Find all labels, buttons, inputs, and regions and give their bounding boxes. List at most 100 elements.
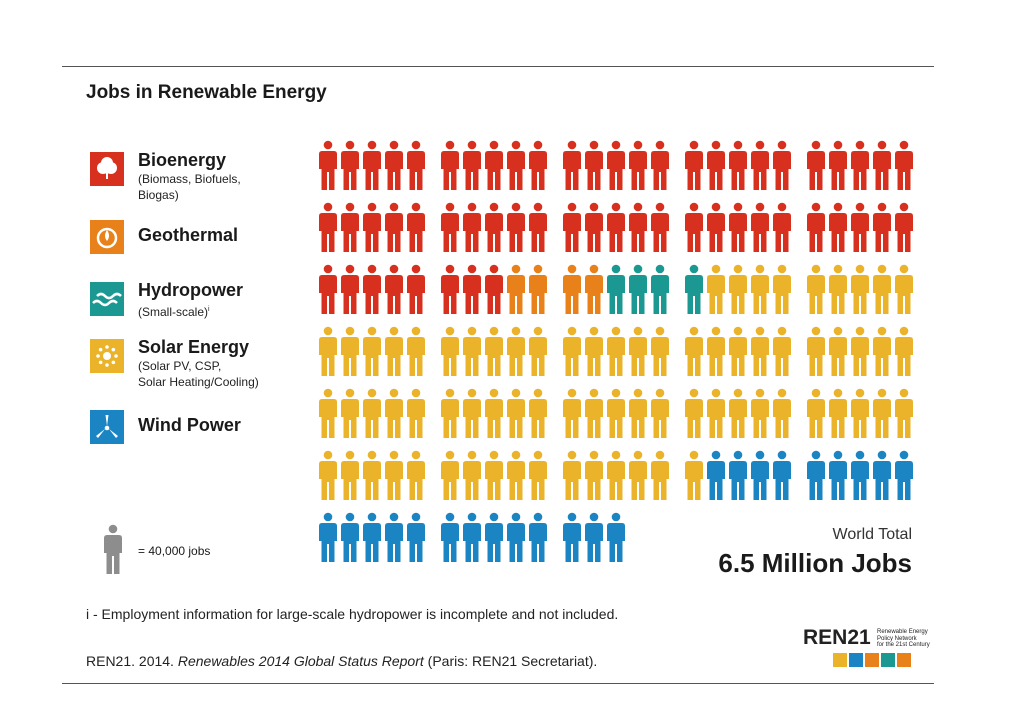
- person-icon: [341, 450, 359, 500]
- person-icon: [629, 326, 647, 376]
- person-icon: [341, 202, 359, 252]
- person-icon: [873, 264, 891, 314]
- person-icon: [651, 388, 669, 438]
- top-rule: [62, 66, 934, 67]
- person-icon: [529, 388, 547, 438]
- person-icon: [651, 326, 669, 376]
- person-icon: [407, 202, 425, 252]
- logo-tagline-line: Renewable Energy: [877, 629, 928, 635]
- person-icon: [895, 450, 913, 500]
- person-icon: [607, 326, 625, 376]
- person-icon: [485, 202, 503, 252]
- person-icon: [607, 264, 625, 314]
- citation-pre: REN21. 2014.: [86, 653, 178, 669]
- person-icon: [529, 326, 547, 376]
- person-icon: [807, 264, 825, 314]
- logo-square: [849, 653, 863, 667]
- person-icon: [507, 202, 525, 252]
- person-icon: [563, 326, 581, 376]
- legend-label: Geothermal: [138, 225, 239, 245]
- person-icon: [463, 140, 481, 190]
- person-icon: [529, 140, 547, 190]
- person-icon: [773, 388, 791, 438]
- person-icon: [529, 450, 547, 500]
- turbine-icon: [90, 410, 124, 444]
- person-icon: [651, 264, 669, 314]
- person-icon: [685, 388, 703, 438]
- person-icon: [651, 140, 669, 190]
- person-icon: [441, 512, 459, 562]
- person-icon: [829, 326, 847, 376]
- person-icon: [851, 326, 869, 376]
- person-icon: [407, 512, 425, 562]
- person-icon: [729, 140, 747, 190]
- person-icon: [485, 388, 503, 438]
- person-icon: [585, 202, 603, 252]
- logo-tagline-line: Policy Network: [877, 635, 917, 642]
- person-icon: [441, 450, 459, 500]
- person-icon: [319, 326, 337, 376]
- person-icon: [319, 512, 337, 562]
- logo-color-squares: [833, 653, 913, 672]
- person-icon: [607, 512, 625, 562]
- person-icon: [463, 264, 481, 314]
- person-icon: [851, 140, 869, 190]
- person-icon: [563, 202, 581, 252]
- person-icon: [773, 202, 791, 252]
- unit-label: = 40,000 jobs: [138, 544, 211, 558]
- person-icon: [685, 140, 703, 190]
- person-icon: [707, 450, 725, 500]
- person-icon: [751, 326, 769, 376]
- person-icon: [585, 140, 603, 190]
- person-icon: [585, 388, 603, 438]
- legend-sublabel: (Biomass, Biofuels,: [138, 172, 241, 186]
- person-icon: [463, 388, 481, 438]
- person-icon: [685, 450, 703, 500]
- person-icon: [751, 140, 769, 190]
- logo-square: [865, 653, 879, 667]
- legend-sublabel: (Solar PV, CSP,: [138, 359, 222, 373]
- person-icon: [685, 264, 703, 314]
- person-icon: [851, 264, 869, 314]
- person-icon: [507, 512, 525, 562]
- person-icon: [363, 512, 381, 562]
- person-icon: [385, 388, 403, 438]
- person-icon: [651, 202, 669, 252]
- person-icon: [873, 450, 891, 500]
- person-icon: [707, 264, 725, 314]
- person-icon: [629, 264, 647, 314]
- person-icon: [485, 326, 503, 376]
- legend-label: Wind Power: [138, 415, 241, 435]
- person-icon: [485, 450, 503, 500]
- person-icon: [829, 264, 847, 314]
- person-icon: [563, 264, 581, 314]
- legend-sublabel: Biogas): [138, 188, 179, 202]
- person-icon: [363, 450, 381, 500]
- person-icon: [851, 450, 869, 500]
- person-icon: [773, 264, 791, 314]
- person-icon: [485, 140, 503, 190]
- person-icon: [463, 512, 481, 562]
- person-icon: [895, 388, 913, 438]
- world-total-value: 6.5 Million Jobs: [718, 548, 912, 578]
- person-icon: [463, 326, 481, 376]
- person-icon: [507, 388, 525, 438]
- person-icon: [895, 202, 913, 252]
- person-icon: [729, 326, 747, 376]
- person-icon: [829, 450, 847, 500]
- person-icon: [873, 388, 891, 438]
- person-icon: [319, 264, 337, 314]
- person-icon: [807, 326, 825, 376]
- person-icon: [707, 326, 725, 376]
- person-icon: [895, 140, 913, 190]
- person-icon: [529, 264, 547, 314]
- person-icon: [485, 264, 503, 314]
- person-icon: [341, 512, 359, 562]
- person-icon: [319, 450, 337, 500]
- person-icon: [807, 140, 825, 190]
- logo-square: [881, 653, 895, 667]
- logo-square: [897, 653, 911, 667]
- person-icon: [685, 326, 703, 376]
- person-icon: [441, 264, 459, 314]
